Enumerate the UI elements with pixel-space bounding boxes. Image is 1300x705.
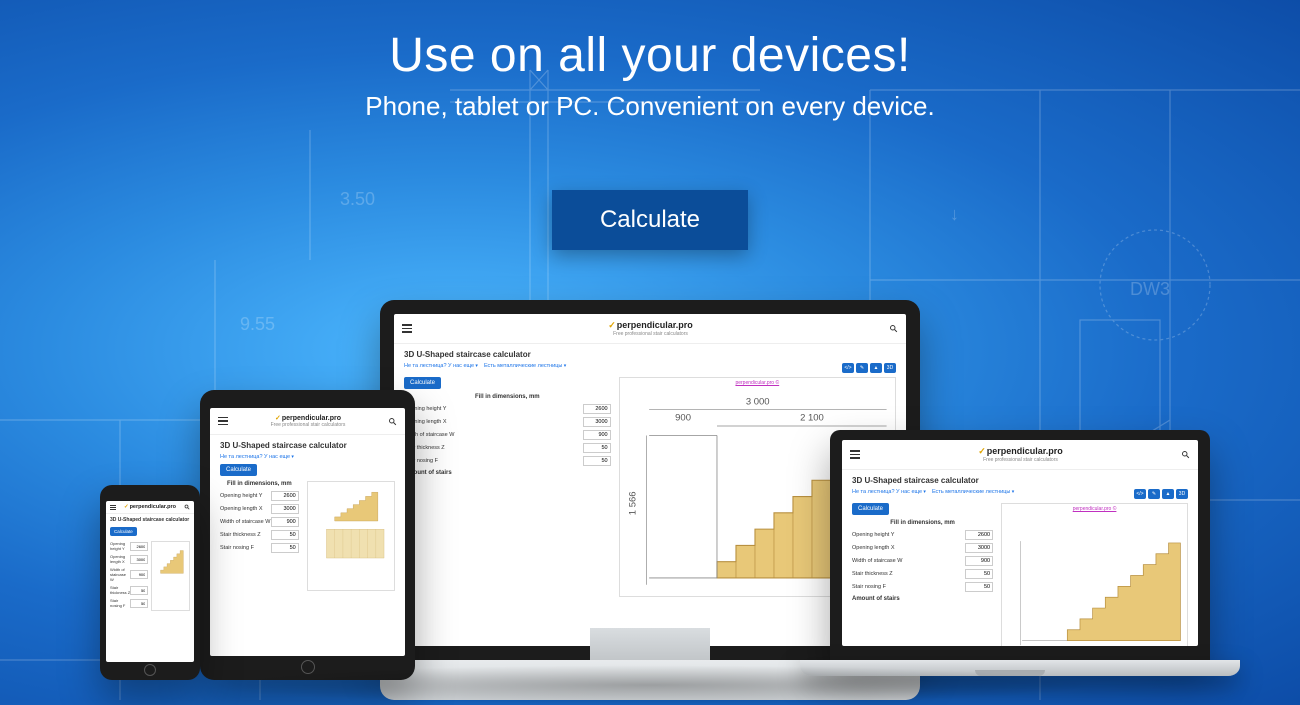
site-calculate-button: Calculate — [404, 377, 441, 389]
hero-title: Use on all your devices! — [0, 28, 1300, 83]
svg-text:3 000: 3 000 — [745, 396, 769, 407]
tablet-device: ✓perpendicular.proFree professional stai… — [200, 390, 415, 680]
brand-logo: ✓perpendicular.pro — [412, 320, 889, 331]
brand-tagline: Free professional stair calculators — [412, 331, 889, 337]
calculate-button[interactable]: Calculate — [552, 190, 748, 250]
laptop-site-mock: ✓perpendicular.proFree professional stai… — [842, 440, 1198, 646]
hamburger-icon — [850, 450, 860, 459]
search-icon — [1181, 450, 1190, 459]
tablet-site-mock: ✓perpendicular.proFree professional stai… — [210, 408, 405, 656]
floor-shadow — [200, 665, 1100, 705]
form-row: Width of staircase W — [404, 430, 611, 440]
page-title: 3D U-Shaped staircase calculator — [404, 350, 896, 359]
phone-device: ✓perpendicular.pro 3D U-Shaped staircase… — [100, 485, 200, 680]
search-icon — [889, 324, 898, 333]
stair-diagram: perpendicular.pro © — [1001, 503, 1188, 646]
form-row: Opening height Y — [404, 404, 611, 414]
hero-subtitle: Phone, tablet or PC. Convenient on every… — [0, 91, 1300, 122]
section-heading: Amount of stairs — [404, 470, 611, 476]
toolbar-icons: </> ✎ ▲ 3D — [842, 363, 896, 373]
form-row: Stair thickness Z — [404, 443, 611, 453]
svg-text:2 100: 2 100 — [800, 413, 824, 424]
svg-text:1 566: 1 566 — [627, 491, 638, 515]
phone-site-mock: ✓perpendicular.pro 3D U-Shaped staircase… — [106, 501, 194, 662]
hamburger-icon — [402, 324, 412, 333]
form-row: Stair nosing F — [404, 456, 611, 466]
svg-text:900: 900 — [675, 413, 691, 424]
form-row: Opening length X — [404, 417, 611, 427]
laptop-device: ✓perpendicular.proFree professional stai… — [830, 430, 1210, 660]
links-row: Не та лестница? У нас еще Есть металличе… — [404, 363, 566, 369]
form-heading: Fill in dimensions, mm — [404, 394, 611, 400]
